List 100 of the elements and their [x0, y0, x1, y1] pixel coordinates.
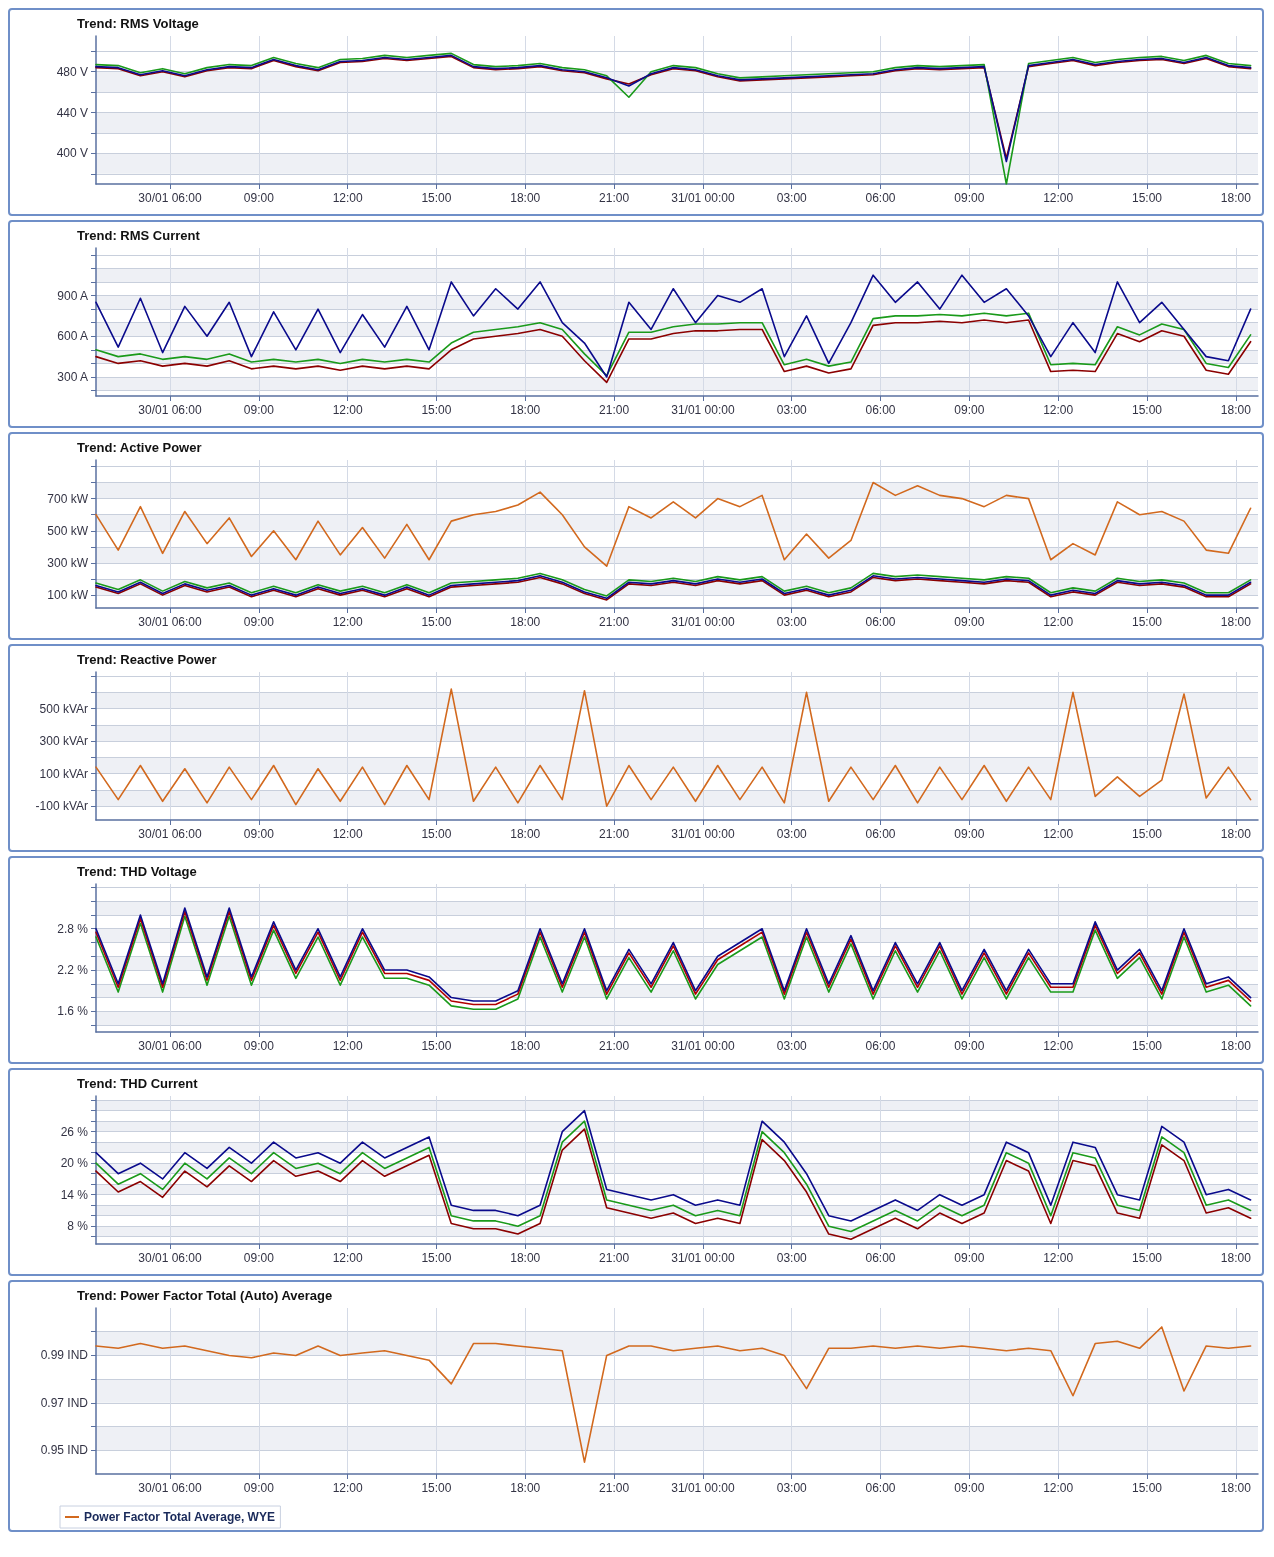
x-tick-label: 15:00: [1131, 1251, 1163, 1265]
x-tick-label: 30/01 06:00: [138, 827, 203, 841]
y-tick-label: 0.97 IND: [40, 1395, 89, 1410]
x-tick-label: 18:00: [1220, 827, 1252, 841]
y-tick-label: 700 kW: [47, 491, 89, 506]
line-series: [95, 481, 1252, 567]
x-tick-label: 31/01 00:00: [671, 1039, 735, 1053]
x-tick-label: 12:00: [332, 1481, 363, 1495]
x-tick-label: 15:00: [421, 615, 452, 629]
y-tick-label: 440 V: [56, 105, 88, 120]
x-tick-label: 09:00: [243, 403, 275, 417]
chart-title: Trend: RMS Current: [77, 228, 201, 243]
line-series: [95, 52, 1252, 185]
x-tick-label: 09:00: [243, 615, 275, 629]
x-tick-label: 12:00: [1043, 615, 1074, 629]
x-tick-label: 06:00: [865, 1251, 896, 1265]
x-tick-label: 12:00: [332, 191, 363, 205]
x-tick-label: 12:00: [1043, 827, 1074, 841]
x-tick-label: 03:00: [776, 403, 808, 417]
x-tick-label: 31/01 00:00: [671, 827, 735, 841]
x-tick-label: 21:00: [599, 827, 630, 841]
x-tick-label: 12:00: [1043, 1251, 1074, 1265]
x-tick-label: 15:00: [1131, 1481, 1163, 1495]
x-tick-label: 21:00: [599, 1251, 630, 1265]
x-tick-label: 30/01 06:00: [138, 615, 203, 629]
x-tick-label: 09:00: [954, 827, 985, 841]
x-tick-label: 15:00: [1131, 1039, 1163, 1053]
x-tick-label: 12:00: [332, 1251, 363, 1265]
x-tick-label: 03:00: [776, 615, 808, 629]
chart-title: Trend: Power Factor Total (Auto) Average: [77, 1288, 333, 1303]
y-tick-label: 480 V: [56, 64, 88, 79]
line-series: [95, 312, 1252, 377]
x-tick-label: 06:00: [865, 1481, 896, 1495]
x-tick-label: 12:00: [1043, 403, 1074, 417]
x-tick-label: 06:00: [865, 615, 896, 629]
x-tick-label: 21:00: [599, 615, 630, 629]
chart-title: Trend: THD Current: [77, 1076, 199, 1091]
x-tick-label: 31/01 00:00: [671, 403, 735, 417]
chart-title: Trend: RMS Voltage: [77, 16, 199, 31]
x-tick-label: 18:00: [510, 1481, 541, 1495]
x-tick-label: 31/01 00:00: [671, 191, 735, 205]
x-tick-label: 31/01 00:00: [671, 615, 735, 629]
chart-title: Trend: Reactive Power: [77, 652, 217, 667]
x-tick-label: 06:00: [865, 191, 896, 205]
y-tick-label: 100 kW: [47, 588, 89, 603]
x-tick-label: 06:00: [865, 1039, 896, 1053]
x-tick-label: 18:00: [1220, 403, 1252, 417]
y-tick-label: 300 kW: [47, 555, 89, 570]
y-tick-label: 8 %: [67, 1219, 89, 1234]
x-tick-label: 03:00: [776, 1481, 808, 1495]
x-tick-label: 15:00: [421, 1481, 452, 1495]
x-tick-label: 09:00: [243, 191, 275, 205]
x-tick-label: 09:00: [243, 827, 275, 841]
line-series: [95, 1109, 1252, 1222]
x-tick-label: 12:00: [1043, 1039, 1074, 1053]
x-tick-label: 12:00: [332, 1039, 363, 1053]
x-tick-label: 30/01 06:00: [138, 191, 203, 205]
x-tick-label: 03:00: [776, 827, 808, 841]
x-tick-label: 15:00: [1131, 615, 1163, 629]
x-tick-label: 03:00: [776, 191, 808, 205]
x-tick-label: 18:00: [1220, 1481, 1252, 1495]
x-tick-label: 15:00: [1131, 403, 1163, 417]
x-tick-label: 21:00: [599, 403, 630, 417]
y-tick-label: 14 %: [60, 1187, 89, 1202]
x-tick-label: 12:00: [332, 615, 363, 629]
x-tick-label: 09:00: [954, 615, 985, 629]
x-tick-label: 18:00: [1220, 1251, 1252, 1265]
x-tick-label: 09:00: [243, 1251, 275, 1265]
x-tick-label: 12:00: [1043, 1481, 1074, 1495]
x-tick-label: 15:00: [1131, 827, 1163, 841]
y-tick-label: 2.2 %: [57, 963, 89, 978]
x-tick-label: 15:00: [421, 403, 452, 417]
x-tick-label: 12:00: [332, 403, 363, 417]
y-tick-label: 300 kVAr: [39, 734, 88, 749]
x-tick-label: 09:00: [954, 191, 985, 205]
legend-label: Power Factor Total Average, WYE: [84, 1510, 275, 1524]
y-tick-label: 26 %: [60, 1124, 89, 1139]
chart-title: Trend: THD Voltage: [77, 864, 197, 879]
x-tick-label: 03:00: [776, 1251, 808, 1265]
y-tick-label: 400 V: [56, 146, 88, 161]
x-tick-label: 09:00: [243, 1481, 275, 1495]
x-tick-label: 18:00: [510, 403, 541, 417]
y-tick-label: 300 A: [57, 369, 88, 384]
x-tick-label: 30/01 06:00: [138, 403, 203, 417]
x-tick-label: 18:00: [510, 615, 541, 629]
x-tick-label: 12:00: [1043, 191, 1074, 205]
line-series: [95, 688, 1252, 807]
x-tick-label: 09:00: [954, 403, 985, 417]
line-series: [95, 1326, 1252, 1463]
y-tick-label: -100 kVAr: [35, 799, 88, 814]
x-tick-label: 03:00: [776, 1039, 808, 1053]
x-tick-label: 06:00: [865, 827, 896, 841]
y-tick-label: 0.95 IND: [40, 1443, 89, 1458]
x-tick-label: 18:00: [510, 191, 541, 205]
x-tick-label: 09:00: [954, 1039, 985, 1053]
y-tick-label: 500 kVAr: [39, 701, 88, 716]
x-tick-label: 18:00: [510, 827, 541, 841]
y-tick-label: 500 kW: [47, 523, 89, 538]
x-tick-label: 12:00: [332, 827, 363, 841]
x-tick-label: 21:00: [599, 1039, 630, 1053]
